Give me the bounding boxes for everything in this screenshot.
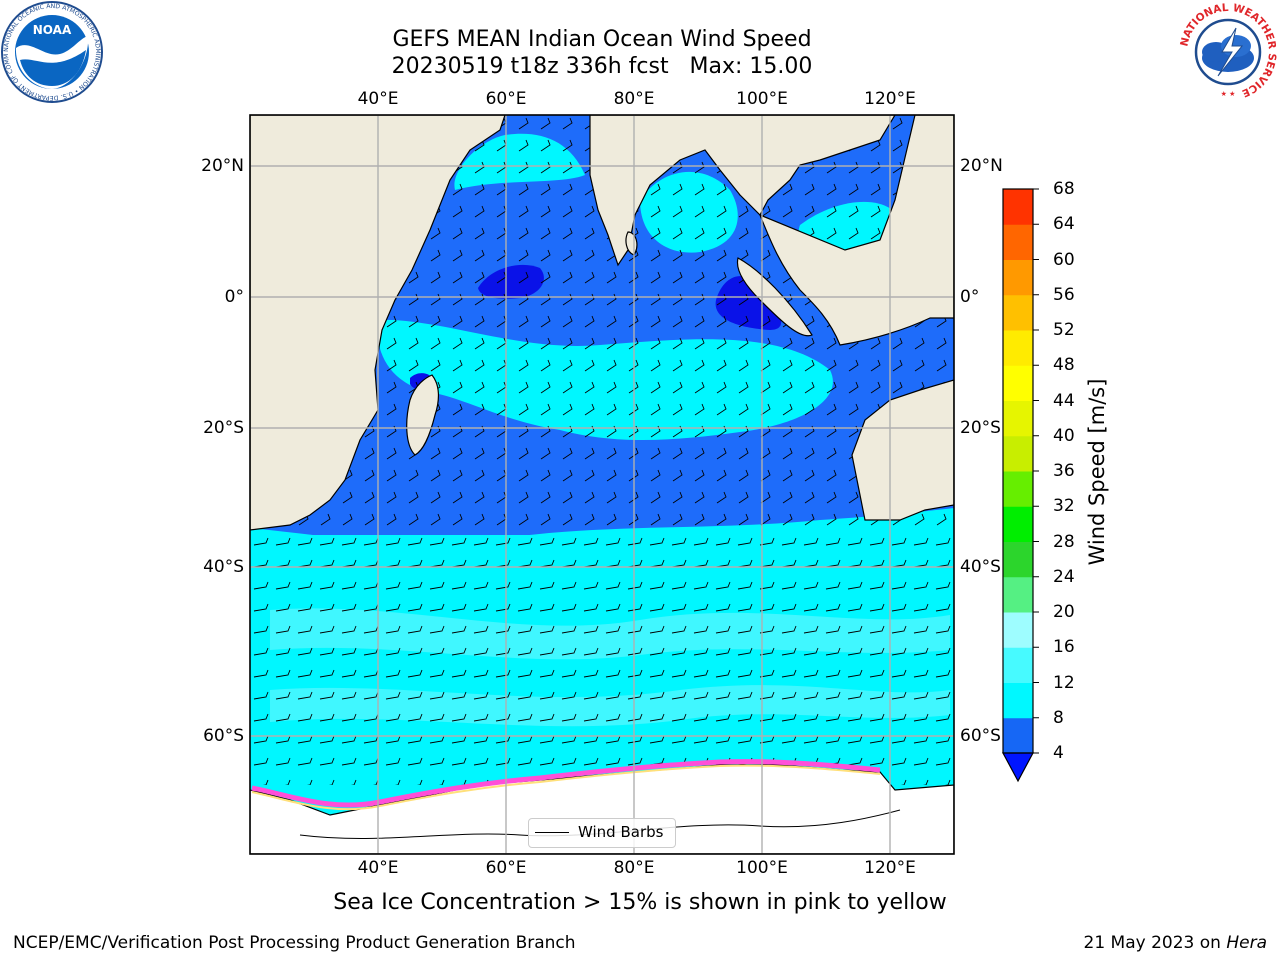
- colorbar-segment: [1003, 365, 1033, 401]
- colorbar-tick-label: 56: [1053, 284, 1075, 305]
- colorbar-segment: [1003, 435, 1033, 472]
- svg-text:★ ★: ★ ★: [1221, 90, 1236, 98]
- lon-label-top-80: 80°E: [613, 89, 655, 109]
- map-subtitle: 20230519 t18z 336h fcst Max: 15.00: [391, 54, 813, 79]
- gridlines: [250, 115, 954, 854]
- colorbar-tick-label: 64: [1053, 214, 1075, 235]
- colorbar-segment: [1003, 224, 1033, 260]
- colorbar-segment: [1003, 647, 1033, 683]
- lat-label-right-40s: 40°S: [960, 557, 1001, 577]
- colorbar-segment: [1003, 294, 1033, 331]
- colorbar-tick-label: 28: [1053, 531, 1075, 552]
- colorbar-tick-label: 36: [1053, 461, 1075, 481]
- colorbar-segment: [1003, 612, 1033, 648]
- lon-label-top-60: 60°E: [485, 89, 527, 109]
- map-legend: Wind Barbs: [528, 818, 676, 848]
- lon-label-bottom-80: 80°E: [613, 858, 655, 878]
- lon-label-top-40: 40°E: [357, 89, 399, 109]
- colorbar-segment: [1003, 400, 1033, 437]
- colorbar-segment: [1003, 576, 1033, 613]
- colorbar-title: Wind Speed [m/s]: [1085, 378, 1109, 566]
- colorbar-segment: [1003, 330, 1033, 366]
- lon-label-top-120: 120°E: [864, 89, 916, 109]
- lon-label-bottom-40: 40°E: [357, 858, 399, 878]
- colorbar-segment: [1003, 717, 1033, 754]
- legend-line-sample: [535, 832, 569, 833]
- lat-label-right-20s: 20°S: [960, 418, 1001, 438]
- sea-ice-edge: [251, 759, 881, 808]
- lon-label-bottom-100: 100°E: [736, 858, 788, 878]
- colorbar-segment: [1003, 259, 1033, 296]
- lon-label-bottom-120: 120°E: [864, 858, 916, 878]
- colorbar-tick-label: 60: [1053, 249, 1075, 270]
- colorbar: [1001, 188, 1039, 783]
- footer-date-text: 21 May 2023 on: [1083, 933, 1227, 953]
- colorbar-segment: [1003, 541, 1033, 578]
- colorbar-tick-label: 24: [1053, 566, 1075, 587]
- lat-label-left-0: 0°: [224, 287, 244, 307]
- sea-ice-caption: Sea Ice Concentration > 15% is shown in …: [333, 890, 947, 915]
- colorbar-tick-label: 40: [1053, 425, 1075, 446]
- footer-date: 21 May 2023 on Hera: [1084, 933, 1268, 953]
- colorbar-tick-label: 4: [1053, 743, 1064, 763]
- colorbar-tick-label: 16: [1053, 637, 1075, 658]
- colorbar-tick-label: 68: [1053, 179, 1075, 199]
- lat-label-right-60s: 60°S: [960, 726, 1001, 746]
- lat-label-right-20n: 20°N: [960, 156, 1003, 176]
- colorbar-tick-label: 44: [1053, 390, 1075, 411]
- colorbar-tick-label: 12: [1053, 672, 1075, 693]
- nws-logo: NATIONAL WEATHER SERVICE ★ ★: [1178, 2, 1278, 102]
- footer-credit: NCEP/EMC/Verification Post Processing Pr…: [13, 933, 576, 953]
- colorbar-segment: [1003, 506, 1033, 542]
- colorbar-segment: [1003, 471, 1033, 507]
- lat-label-right-0: 0°: [960, 287, 980, 307]
- lat-label-left-20n: 20°N: [201, 156, 244, 176]
- lat-label-left-60s: 60°S: [203, 726, 244, 746]
- legend-label: Wind Barbs: [578, 823, 664, 841]
- footer-host: Hera: [1226, 933, 1267, 953]
- colorbar-tick-label: 8: [1053, 707, 1064, 728]
- lon-label-bottom-60: 60°E: [485, 858, 527, 878]
- colorbar-segment: [1003, 682, 1033, 719]
- colorbar-tick-label: 20: [1053, 602, 1075, 622]
- noaa-logo: NATIONAL OCEANIC AND ATMOSPHERIC ADMINIS…: [0, 0, 103, 103]
- noaa-wordmark: NOAA: [33, 23, 72, 37]
- lon-label-top-100: 100°E: [736, 89, 788, 109]
- colorbar-segment: [1003, 189, 1033, 225]
- colorbar-tick-label: 52: [1053, 320, 1075, 340]
- colorbar-tick-label: 32: [1053, 496, 1075, 517]
- colorbar-under-arrow: [1001, 752, 1035, 783]
- lat-label-left-20s: 20°S: [203, 418, 244, 438]
- colorbar-tick-label: 48: [1053, 355, 1075, 376]
- lat-label-left-40s: 40°S: [203, 557, 244, 577]
- map-title: GEFS MEAN Indian Ocean Wind Speed: [392, 27, 812, 52]
- map-border: [249, 114, 955, 855]
- wind-barbs-westerlies: [250, 535, 954, 785]
